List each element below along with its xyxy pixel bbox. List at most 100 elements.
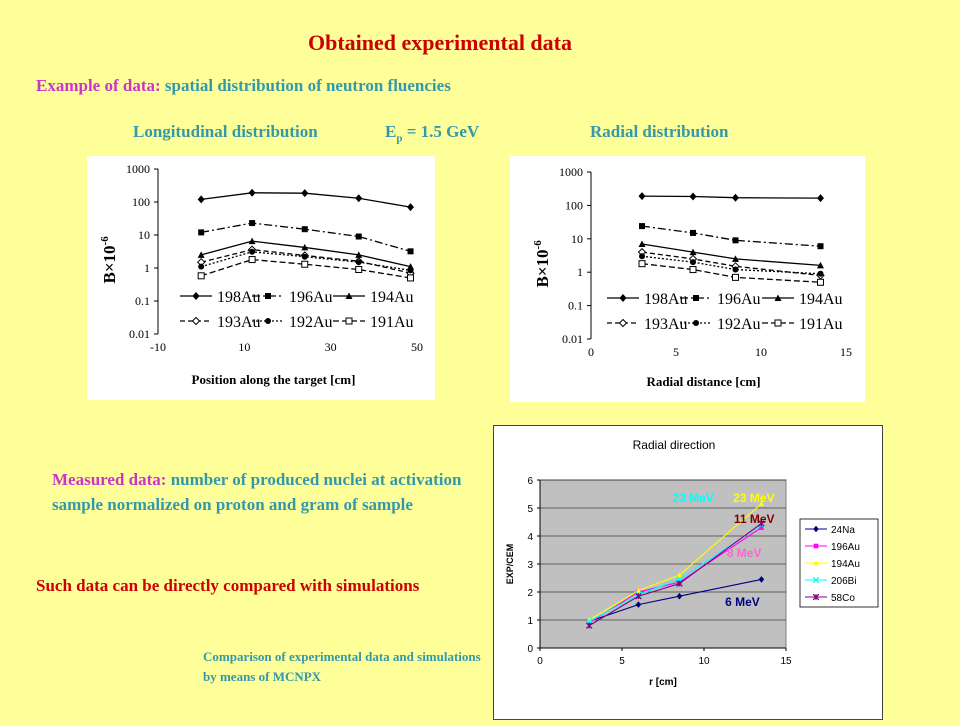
series-line-194Au: [588, 503, 762, 621]
data-point-196Au: [355, 233, 362, 240]
energy-subscript: p: [396, 132, 403, 145]
energy-annotation: 6 MeV: [725, 595, 760, 609]
series-line-24Na: [589, 578, 762, 622]
series-line-196Au: [641, 225, 821, 247]
data-point-194Au: [248, 237, 256, 245]
y-tick-label: 0.1: [135, 294, 150, 308]
y-tick-label: 10: [571, 232, 583, 246]
y-axis-label: B×10-6: [532, 240, 552, 288]
data-point-192Au: [407, 267, 414, 274]
data-point-192Au: [732, 266, 739, 273]
data-point-58Co: [635, 592, 642, 600]
y-tick-label: 4: [527, 532, 533, 543]
legend-marker-193Au: [191, 316, 201, 326]
x-tick-label: 0: [537, 656, 543, 667]
legend-label-194Au: 194Au: [831, 559, 860, 570]
legend-label-24Na: 24Na: [831, 525, 855, 536]
radial-chart-panel: 0.01 0.1 1 10 100 1000 0 5 10 15 B×10-6 Radial dist…: [510, 156, 865, 402]
legend-label-206Bi: 206Bi: [831, 576, 857, 587]
legend-marker-198Au: [619, 294, 627, 302]
example-label: Example of data:: [36, 76, 161, 95]
data-point-198Au: [301, 189, 309, 198]
legend-marker-194Au: [813, 560, 819, 566]
data-point-198Au: [355, 194, 363, 203]
data-point-196Au: [249, 220, 256, 227]
measured-description: number of produced nuclei at activation …: [52, 470, 462, 514]
data-point-198Au: [407, 203, 415, 212]
energy-annotation: 8 MeV: [727, 546, 762, 560]
y-tick-label: 0.01: [562, 332, 583, 346]
series-line-58Co: [588, 522, 762, 627]
legend-label-193Au: 193Au: [644, 316, 688, 333]
example-line: Example of data: spatial distribution of…: [36, 76, 451, 96]
data-point-196Au: [690, 229, 696, 236]
data-point-192Au: [198, 263, 205, 270]
y-tick-label: 3: [527, 560, 533, 571]
data-point-198Au: [638, 192, 646, 201]
data-point-198Au: [197, 195, 205, 204]
series-line-206Bi: [588, 524, 762, 622]
data-point-196Au: [407, 248, 414, 255]
y-tick-label: 0.1: [568, 299, 583, 313]
y-tick-label: 6: [527, 476, 533, 487]
x-tick-label: 10: [755, 345, 767, 359]
legend-label-194Au: 194Au: [799, 291, 843, 308]
data-point-58Co: [676, 580, 683, 587]
data-point-198Au: [248, 188, 256, 197]
series-line-191Au: [641, 263, 821, 283]
series-line-194Au: [641, 243, 821, 267]
y-tick-label: 5: [527, 504, 533, 515]
data-point-192Au: [639, 253, 645, 260]
y-tick-label: 10: [138, 228, 150, 242]
energy-symbol: E: [385, 122, 397, 141]
legend-label-191Au: 191Au: [799, 316, 843, 333]
data-point-24Na: [635, 601, 642, 608]
energy-annotation: 23 MeV: [672, 491, 713, 505]
y-tick-label: 1: [527, 616, 533, 627]
data-point-194Au: [638, 240, 646, 247]
x-axis-label: Position along the target [cm]: [192, 372, 356, 387]
radial-chart: 0.01 0.1 1 10 100 1000 0 5 10 15 B×10-6 Radial dist…: [532, 165, 852, 389]
data-point-194Au: [301, 243, 309, 251]
data-point-196Au: [586, 620, 592, 626]
y-tick-label: 1000: [126, 162, 150, 176]
data-point-194Au: [676, 572, 683, 578]
radial-direction-chart: Radial direction 0 1 2 3 4 5 6 0 5 10 15 EXP/CEM r [c…: [505, 438, 879, 688]
data-point-192Au: [301, 253, 308, 260]
longitudinal-heading: Longitudinal distribution: [133, 122, 318, 141]
legend-label-194Au: 194Au: [370, 289, 414, 306]
chart-title: Radial direction: [633, 438, 716, 452]
data-point-198Au: [732, 193, 739, 202]
data-point-192Au: [355, 259, 362, 266]
data-point-191Au: [689, 266, 697, 274]
data-point-191Au: [407, 274, 415, 282]
x-tick-label: 0: [588, 345, 594, 359]
data-point-191Au: [638, 260, 646, 268]
legend-label-196Au: 196Au: [717, 291, 761, 308]
legend-label-192Au: 192Au: [289, 314, 333, 331]
x-tick-label: 10: [698, 656, 710, 667]
example-text: spatial distribution of neutron fluencie…: [164, 76, 451, 95]
mcnpx-caption: Comparison of experimental data and simu…: [203, 649, 481, 684]
y-axis-label: B×10-6: [99, 236, 119, 284]
legend-marker-193Au: [618, 318, 628, 328]
series-line-193Au: [641, 251, 821, 277]
y-tick-label: 1000: [559, 165, 583, 179]
data-point-191Au: [248, 256, 256, 264]
legend-label-196Au: 196Au: [289, 289, 333, 306]
data-point-24Na: [758, 576, 765, 583]
data-point-192Au: [249, 248, 256, 255]
data-point-196Au: [817, 243, 824, 250]
x-tick-label: 15: [840, 345, 852, 359]
x-tick-label: 5: [673, 345, 679, 359]
energy-annotation: 11 MeV: [734, 512, 775, 526]
x-axis-label: Radial distance [cm]: [646, 374, 760, 389]
legend-marker-196Au: [693, 295, 699, 301]
data-point-191Au: [817, 278, 824, 286]
x-tick-label: 5: [619, 656, 625, 667]
legend-marker-206Bi: [812, 576, 820, 584]
legend-marker-196Au: [813, 543, 819, 549]
energy-annotation: 23 MeV: [733, 491, 774, 505]
data-point-58Co: [758, 520, 765, 527]
energy-value: = 1.5 GeV: [402, 122, 480, 141]
